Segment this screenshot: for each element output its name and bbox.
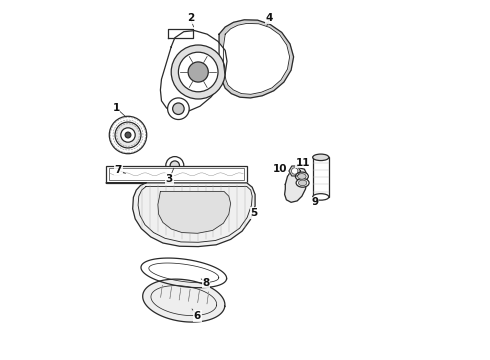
Circle shape: [188, 62, 208, 82]
Text: 7: 7: [115, 165, 122, 175]
Circle shape: [168, 98, 189, 120]
Text: 5: 5: [250, 208, 258, 218]
Text: 3: 3: [166, 174, 173, 184]
Circle shape: [115, 122, 141, 148]
Circle shape: [125, 132, 131, 138]
Text: 8: 8: [202, 278, 210, 288]
Polygon shape: [106, 183, 255, 247]
Polygon shape: [289, 166, 300, 176]
Polygon shape: [141, 258, 226, 288]
Text: 6: 6: [194, 311, 201, 321]
Polygon shape: [158, 192, 231, 233]
Text: 2: 2: [187, 13, 194, 23]
Text: 10: 10: [273, 164, 288, 174]
Polygon shape: [285, 167, 307, 202]
Circle shape: [171, 45, 225, 99]
Circle shape: [170, 161, 179, 170]
Polygon shape: [143, 279, 225, 322]
Ellipse shape: [313, 154, 329, 161]
Text: 9: 9: [312, 197, 319, 207]
Bar: [109, 168, 244, 180]
Text: 11: 11: [295, 158, 310, 168]
Ellipse shape: [295, 172, 308, 181]
Circle shape: [172, 103, 184, 114]
Bar: [313, 157, 329, 197]
Circle shape: [121, 128, 135, 142]
Circle shape: [109, 116, 147, 154]
Text: 4: 4: [266, 13, 273, 23]
Polygon shape: [168, 29, 193, 38]
Circle shape: [166, 157, 184, 175]
Bar: [106, 166, 247, 183]
Ellipse shape: [298, 180, 307, 186]
Text: 1: 1: [113, 103, 120, 113]
Ellipse shape: [296, 179, 309, 187]
Polygon shape: [160, 31, 227, 112]
Circle shape: [178, 52, 218, 92]
Polygon shape: [219, 20, 294, 98]
Circle shape: [292, 168, 298, 174]
Ellipse shape: [313, 194, 329, 200]
Ellipse shape: [297, 174, 306, 179]
Polygon shape: [223, 23, 290, 94]
